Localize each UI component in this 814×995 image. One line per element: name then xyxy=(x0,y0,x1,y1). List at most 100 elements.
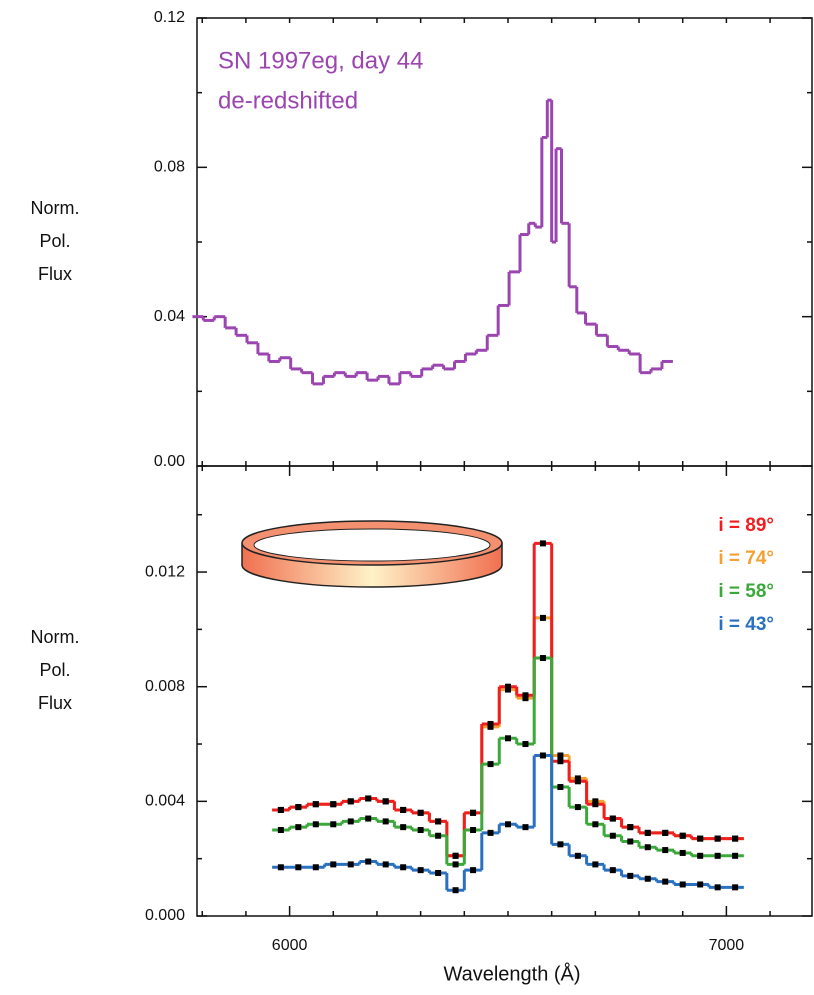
marker xyxy=(574,852,581,859)
y-tick-label: 0.000 xyxy=(145,907,185,924)
marker xyxy=(644,844,651,851)
marker xyxy=(714,852,721,859)
marker xyxy=(365,858,372,865)
marker xyxy=(400,824,407,831)
marker xyxy=(295,864,302,871)
marker xyxy=(592,861,599,868)
marker xyxy=(365,795,372,802)
marker xyxy=(609,815,616,822)
marker xyxy=(662,829,669,836)
marker xyxy=(435,832,442,839)
x-axis-label: Wavelength (Å) xyxy=(443,962,580,985)
marker xyxy=(452,852,459,859)
marker xyxy=(644,875,651,882)
marker xyxy=(382,798,389,805)
marker xyxy=(732,852,739,859)
y-tick-label: 0.012 xyxy=(145,563,185,580)
marker xyxy=(592,801,599,808)
marker xyxy=(277,806,284,813)
marker xyxy=(592,821,599,828)
y-tick-label: 0.04 xyxy=(154,308,185,325)
marker xyxy=(487,720,494,727)
marker xyxy=(627,838,634,845)
marker xyxy=(295,804,302,811)
marker xyxy=(679,881,686,888)
marker xyxy=(365,815,372,822)
marker xyxy=(679,849,686,856)
marker xyxy=(452,887,459,894)
marker xyxy=(452,861,459,868)
y-tick-label: 0.08 xyxy=(154,159,185,176)
marker xyxy=(627,872,634,879)
marker xyxy=(347,818,354,825)
marker xyxy=(574,778,581,785)
marker xyxy=(557,758,564,765)
marker xyxy=(330,801,337,808)
marker xyxy=(470,827,477,834)
marker xyxy=(714,884,721,891)
y-tick-label: 0.00 xyxy=(154,453,185,470)
marker xyxy=(312,864,319,871)
marker xyxy=(417,809,424,816)
annotation: de-redshifted xyxy=(218,87,358,114)
marker xyxy=(697,852,704,859)
x-tick-label: 6000 xyxy=(272,937,308,954)
marker xyxy=(522,692,529,699)
marker xyxy=(539,752,546,759)
y-tick-label: 0.004 xyxy=(145,793,185,810)
marker xyxy=(417,827,424,834)
marker xyxy=(347,861,354,868)
marker xyxy=(277,864,284,871)
marker xyxy=(330,821,337,828)
y-axis-label: Flux xyxy=(38,693,72,713)
marker xyxy=(400,806,407,813)
marker xyxy=(382,861,389,868)
marker xyxy=(312,821,319,828)
y-axis-label: Flux xyxy=(38,264,72,284)
marker xyxy=(347,798,354,805)
ring-icon xyxy=(241,520,503,588)
marker xyxy=(522,741,529,748)
legend-entry: i = 74° xyxy=(718,548,774,569)
marker xyxy=(732,835,739,842)
marker xyxy=(644,829,651,836)
y-tick-label: 0.008 xyxy=(145,678,185,695)
marker xyxy=(557,841,564,848)
marker xyxy=(732,884,739,891)
marker xyxy=(697,835,704,842)
marker xyxy=(539,540,546,547)
marker xyxy=(330,861,337,868)
x-tick-label: 7000 xyxy=(709,937,745,954)
marker xyxy=(557,752,564,759)
annotation: SN 1997eg, day 44 xyxy=(218,47,424,74)
marker xyxy=(487,829,494,836)
marker xyxy=(295,824,302,831)
y-axis-label: Norm. xyxy=(31,198,80,218)
marker xyxy=(557,784,564,791)
marker xyxy=(539,614,546,621)
marker xyxy=(609,867,616,874)
plot-frame xyxy=(196,17,813,467)
marker xyxy=(697,881,704,888)
marker xyxy=(487,761,494,768)
y-axis-label: Pol. xyxy=(39,660,70,680)
legend-entry: i = 58° xyxy=(718,581,774,602)
marker xyxy=(627,824,634,831)
marker xyxy=(662,878,669,885)
y-tick-label: 0.12 xyxy=(154,9,185,26)
marker xyxy=(400,864,407,871)
marker xyxy=(539,655,546,662)
y-axis-label: Norm. xyxy=(31,627,80,647)
marker xyxy=(417,867,424,874)
marker xyxy=(714,835,721,842)
marker xyxy=(277,827,284,834)
marker xyxy=(435,818,442,825)
marker xyxy=(679,832,686,839)
marker xyxy=(662,847,669,854)
marker xyxy=(435,870,442,877)
marker xyxy=(312,801,319,808)
legend-entry: i = 89° xyxy=(718,515,774,536)
marker xyxy=(382,818,389,825)
